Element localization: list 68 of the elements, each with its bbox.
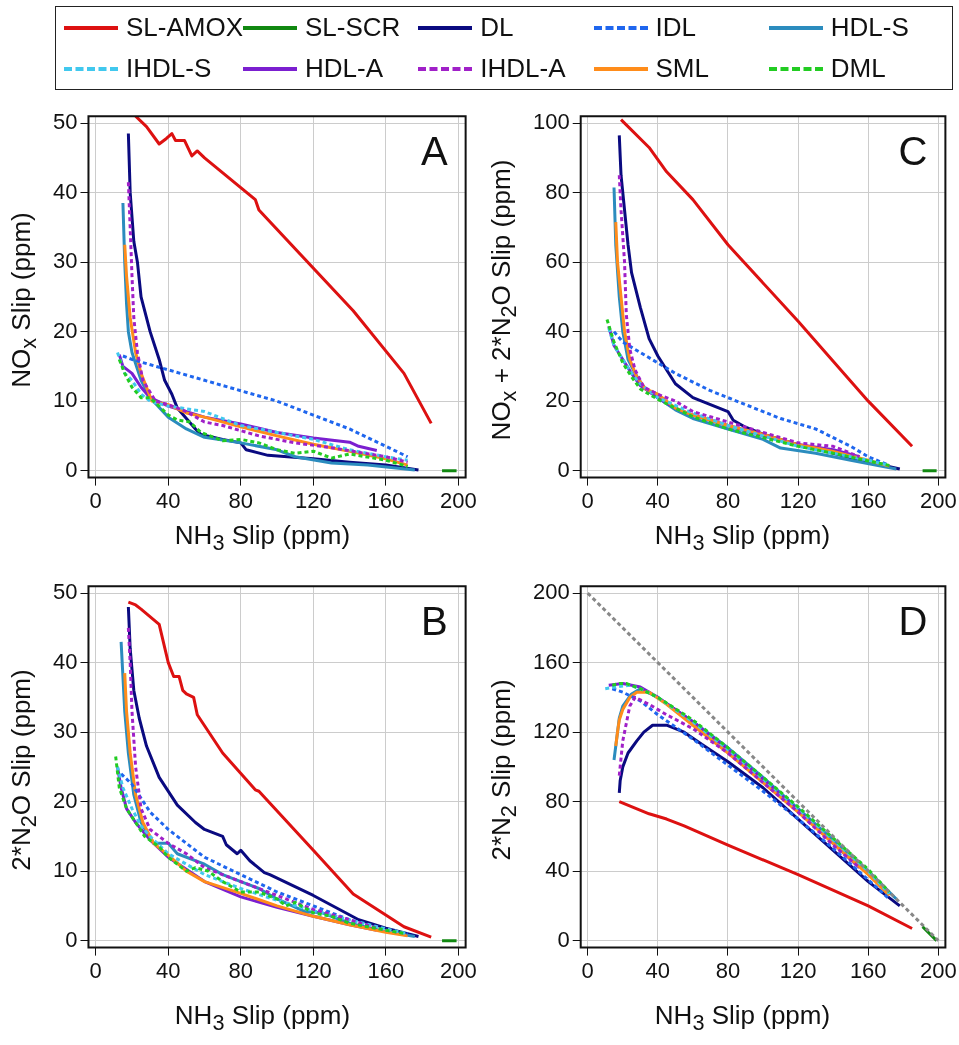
legend-label: SL-AMOX xyxy=(126,12,244,43)
y-tick-label: 10 xyxy=(52,857,78,883)
y-tick-label: 40 xyxy=(52,648,78,674)
y-tick-label: 0 xyxy=(557,926,570,952)
y-tick-label: 30 xyxy=(52,718,78,744)
legend-label: HDL-A xyxy=(305,53,384,84)
x-tick-label: 0 xyxy=(581,957,594,983)
y-tick-label: 20 xyxy=(52,317,78,343)
x-tick-label: 120 xyxy=(779,957,817,983)
y-tick-label: 0 xyxy=(65,456,78,482)
line-series xyxy=(617,173,861,459)
x-axis-title: NH$_{3}$ Slip (ppm) xyxy=(173,520,352,557)
y-tick-label: 40 xyxy=(52,178,78,204)
y-tick-label: 120 xyxy=(532,718,570,744)
y-tick-label: 50 xyxy=(52,579,78,605)
legend-label: DL xyxy=(480,12,514,43)
y-tick-label: 200 xyxy=(532,579,570,605)
x-tick-label: 120 xyxy=(779,487,817,513)
y-tick-label: 80 xyxy=(545,787,570,813)
x-axis-title: NH$_{3}$ Slip (ppm) xyxy=(173,1000,352,1037)
x-tick-label: 40 xyxy=(645,957,671,983)
x-tick-label: 160 xyxy=(849,487,887,513)
legend-label: SL-SCR xyxy=(305,12,401,43)
y-tick-label: 40 xyxy=(545,857,570,883)
legend-label: IHDL-S xyxy=(126,53,212,84)
x-tick-label: 160 xyxy=(367,957,405,983)
y-tick-label: 0 xyxy=(557,456,570,482)
x-tick-label: 120 xyxy=(294,957,332,983)
x-tick-label: 80 xyxy=(715,487,741,513)
chart-title: B xyxy=(420,599,448,644)
y-tick-label: 80 xyxy=(545,178,570,204)
legend-label: IDL xyxy=(655,12,696,43)
legend-label: HDL-S xyxy=(830,12,909,43)
x-tick-label: 200 xyxy=(440,487,477,513)
x-tick-label: 160 xyxy=(367,487,405,513)
y-tick-label: 30 xyxy=(52,248,78,274)
x-tick-label: 200 xyxy=(920,487,957,513)
legend-label: SML xyxy=(655,53,709,84)
y-tick-label: 10 xyxy=(52,387,78,413)
legend-label: DML xyxy=(830,53,886,84)
y-tick-label: 50 xyxy=(52,109,78,135)
chart-title: C xyxy=(898,129,928,174)
x-tick-label: 80 xyxy=(228,957,254,983)
x-tick-label: 0 xyxy=(581,487,594,513)
x-tick-label: 160 xyxy=(849,957,887,983)
y-tick-label: 40 xyxy=(545,317,570,343)
x-tick-label: 200 xyxy=(440,957,477,983)
y-tick-label: 60 xyxy=(545,248,570,274)
x-tick-label: 0 xyxy=(89,957,102,983)
y-tick-label: 20 xyxy=(545,387,570,413)
y-tick-label: 0 xyxy=(65,926,78,952)
x-axis-title: NH$_{3}$ Slip (ppm) xyxy=(653,1000,832,1037)
x-tick-label: 40 xyxy=(645,487,671,513)
y-tick-label: 160 xyxy=(532,648,570,674)
x-tick-label: 80 xyxy=(715,957,741,983)
chart-title: A xyxy=(420,129,448,174)
x-tick-label: 120 xyxy=(294,487,332,513)
chart-title: D xyxy=(898,599,928,644)
legend-label: IHDL-A xyxy=(480,53,566,84)
x-tick-label: 200 xyxy=(920,957,957,983)
y-tick-label: 20 xyxy=(52,787,78,813)
x-axis-title: NH$_{3}$ Slip (ppm) xyxy=(653,520,832,557)
line-series xyxy=(126,626,379,930)
x-tick-label: 40 xyxy=(156,487,181,513)
x-tick-label: 0 xyxy=(89,487,102,513)
x-tick-label: 40 xyxy=(156,957,181,983)
x-tick-label: 80 xyxy=(228,487,254,513)
y-tick-label: 100 xyxy=(532,109,570,135)
